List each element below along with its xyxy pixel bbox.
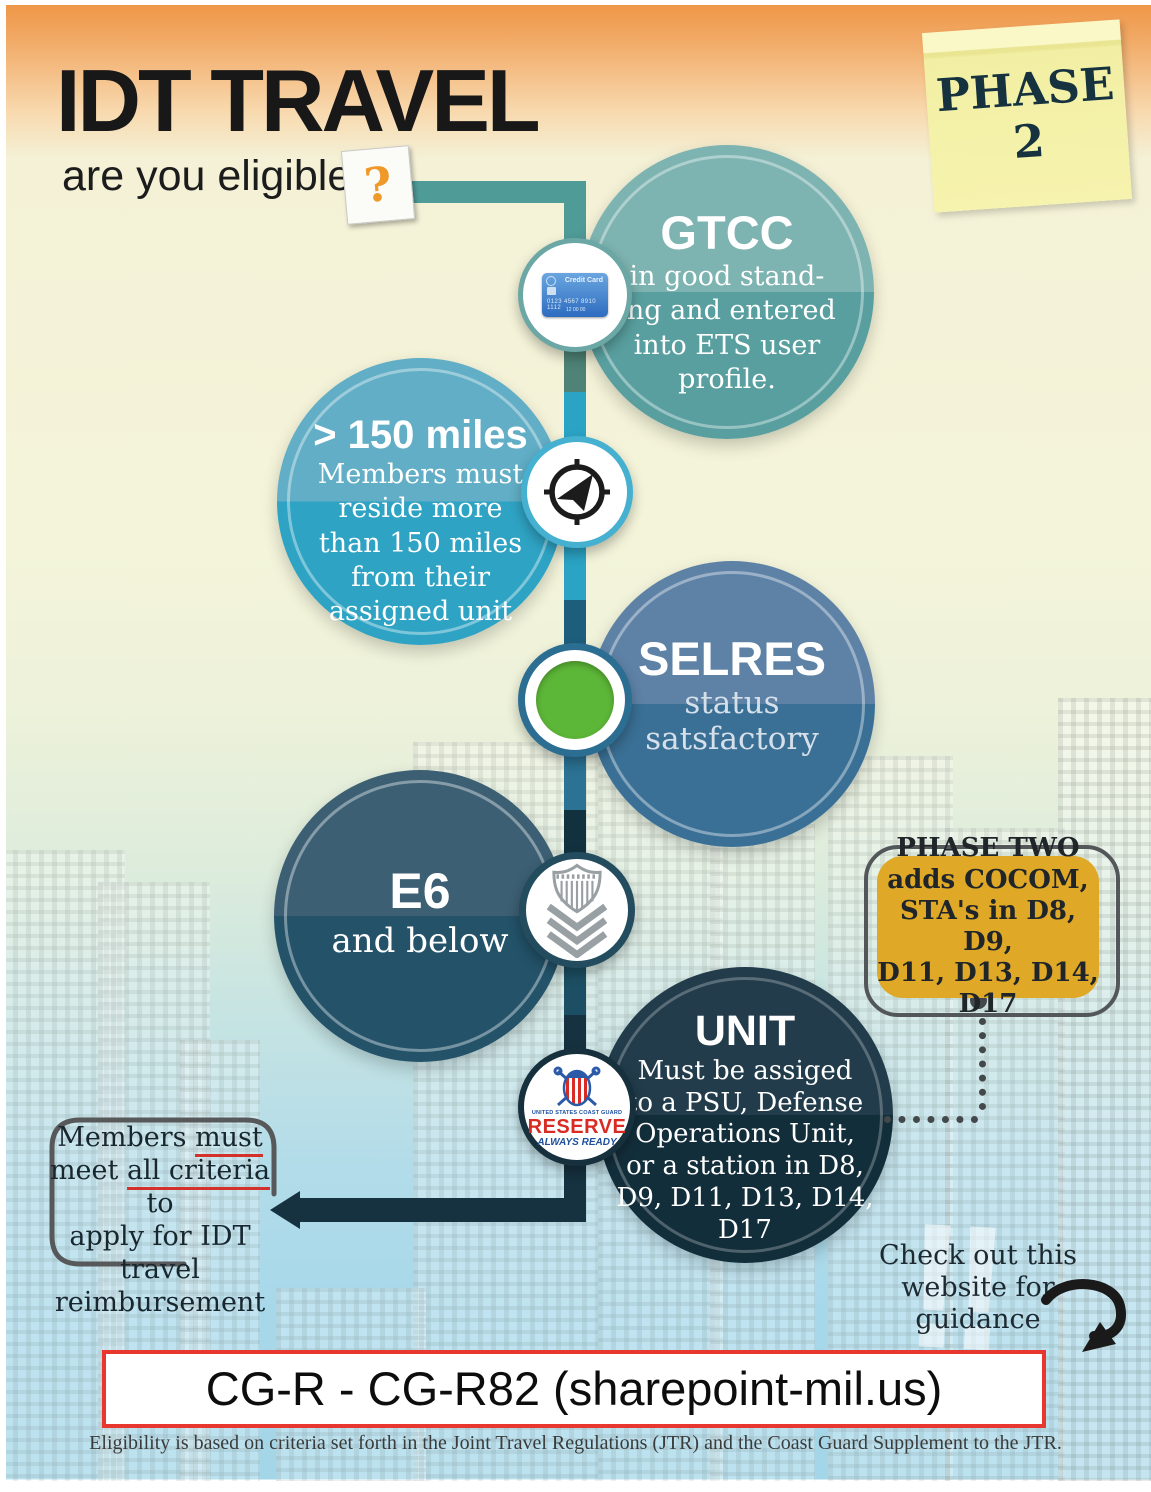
step-body: status satsfactory bbox=[645, 685, 819, 757]
phase-number: 2 bbox=[1011, 113, 1047, 169]
phase-2-sticky-note: PHASE 2 bbox=[921, 19, 1133, 213]
cg-emblem-graphic bbox=[553, 1066, 601, 1107]
page-edge bbox=[0, 0, 1151, 5]
step-body: and below bbox=[331, 921, 509, 961]
step-title: UNIT bbox=[694, 1007, 796, 1055]
criteria-bubble-outline bbox=[49, 1117, 277, 1267]
eligibility-footnote: Eligibility is based on criteria set for… bbox=[89, 1432, 1062, 1454]
flow-end-arrow bbox=[270, 1191, 300, 1229]
phase-two-box: PHASE TWO adds COCOM, STA's in D8, D9, D… bbox=[877, 833, 1099, 1019]
flow-segment-dark-cyan bbox=[564, 600, 586, 646]
bubble-line: apply for IDT bbox=[69, 1220, 251, 1252]
website-note-text: Check out this website for guidance bbox=[879, 1240, 1077, 1335]
curved-arrow-icon bbox=[1041, 1279, 1126, 1352]
step-body: Members must reside more than 150 miles … bbox=[317, 459, 524, 628]
green-status-icon bbox=[518, 643, 632, 757]
question-mark-note: ? bbox=[340, 145, 416, 225]
bubble-text-part: meet bbox=[49, 1154, 127, 1186]
sharepoint-link-box: CG-R - CG-R82 (sharepoint-mil.us) bbox=[102, 1350, 1046, 1428]
bubble-underlined-criteria: all criteria bbox=[126, 1154, 271, 1190]
phase-label: PHASE bbox=[934, 57, 1116, 123]
compass-icon bbox=[521, 436, 633, 548]
step-circle-selres: SELRES status satsfactory bbox=[589, 561, 875, 847]
step-circle-e6: E6 and below bbox=[274, 770, 566, 1062]
page-edge bbox=[0, 1481, 1151, 1492]
step-title: E6 bbox=[389, 863, 451, 919]
step-body: in good stand- ing and entered into ETS … bbox=[618, 261, 836, 395]
flow-line-horizontal bbox=[380, 181, 576, 203]
bubble-line: reimbursement bbox=[54, 1286, 266, 1318]
coast-guard-reserve-seal: UNITED STATES COAST GUARD RESERVE ALWAYS… bbox=[518, 1048, 636, 1166]
seal-top-text: UNITED STATES COAST GUARD bbox=[531, 1110, 623, 1117]
compass-graphic bbox=[544, 459, 610, 525]
page-title: IDT TRAVEL bbox=[56, 51, 541, 150]
card-chip bbox=[547, 287, 556, 295]
rank-insignia-graphic bbox=[546, 863, 608, 958]
step-title: GTCC bbox=[660, 206, 794, 259]
page-edge bbox=[0, 0, 6, 1492]
bubble-line: Members must bbox=[48, 1122, 272, 1157]
bubble-text-part: Members bbox=[57, 1122, 196, 1153]
phase-two-outline bbox=[864, 845, 1120, 1017]
bubble-underlined-must: must bbox=[195, 1122, 263, 1157]
step-body: Must be assiged to a PSU, Defense Operat… bbox=[616, 1056, 874, 1245]
reserve-seal-content: UNITED STATES COAST GUARD RESERVE ALWAYS… bbox=[528, 1065, 627, 1148]
bubble-line: travel bbox=[120, 1253, 200, 1285]
page-subtitle: are you eligible bbox=[62, 152, 352, 200]
building-silhouette bbox=[1058, 698, 1151, 1482]
flow-segment-dark-teal bbox=[564, 345, 586, 392]
seal-motto-text: ALWAYS READY bbox=[537, 1137, 617, 1149]
seal-main-text: RESERVE bbox=[527, 1116, 627, 1139]
flow-segment-dark-blue bbox=[564, 810, 586, 856]
question-mark-icon: ? bbox=[361, 156, 395, 214]
credit-card-icon: Credit Card 0123 4567 8910 1112 12 00 00 bbox=[518, 238, 632, 352]
bubble-line: meet all criteria to bbox=[48, 1154, 272, 1221]
dotted-trail-horizontal bbox=[884, 1116, 978, 1123]
credit-card-graphic: Credit Card 0123 4567 8910 1112 12 00 00 bbox=[542, 273, 608, 317]
card-label: Credit Card bbox=[564, 277, 603, 284]
step-title: SELRES bbox=[637, 632, 827, 685]
rank-insignia-icon bbox=[519, 852, 635, 968]
green-dot bbox=[536, 661, 614, 739]
card-logo bbox=[546, 276, 556, 286]
step-title: > 150 miles bbox=[313, 413, 528, 457]
flow-line-bottom bbox=[298, 1198, 570, 1222]
step-circle-unit: UNIT Must be assiged to a PSU, Defense O… bbox=[597, 967, 893, 1263]
criteria-bubble-text: Members must meet all criteria to apply … bbox=[48, 1122, 272, 1320]
bubble-text-part: to bbox=[146, 1187, 174, 1219]
card-date: 12 00 00 bbox=[566, 307, 586, 313]
dotted-trail-vertical bbox=[979, 1018, 986, 1110]
card-number: 0123 4567 8910 1112 bbox=[547, 299, 596, 311]
